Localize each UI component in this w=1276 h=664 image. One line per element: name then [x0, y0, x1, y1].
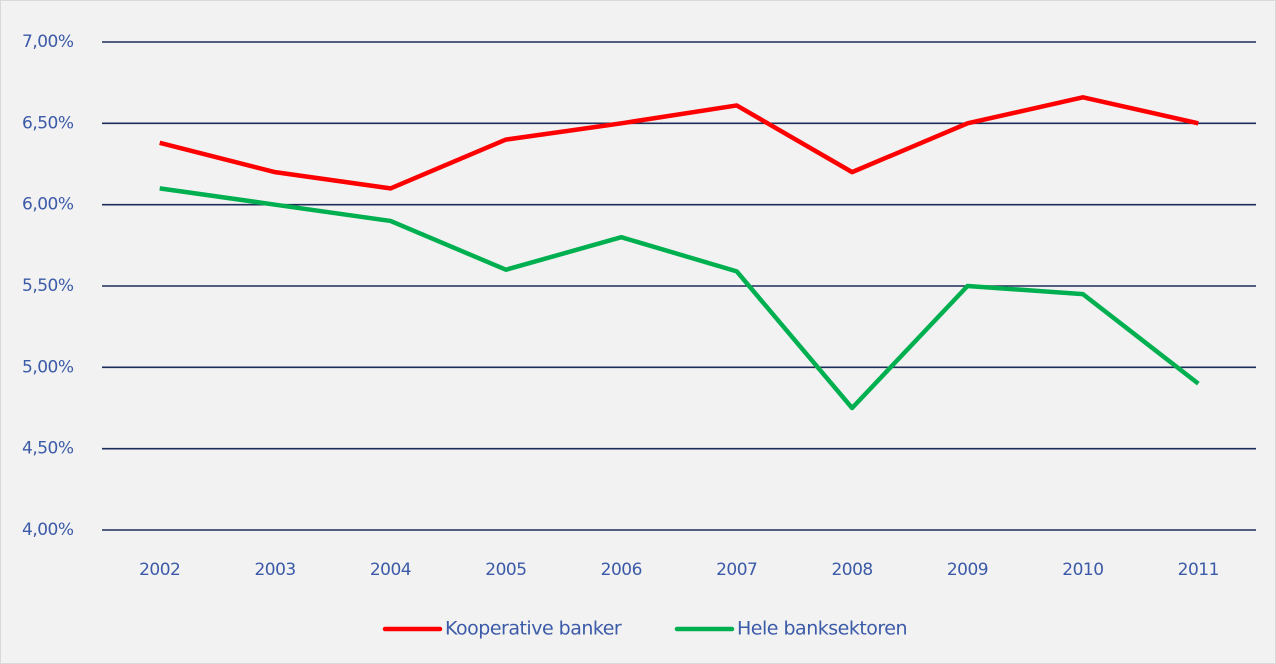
- x-tick-label: 2008: [831, 560, 872, 580]
- y-tick-label: 4,50%: [22, 439, 74, 459]
- series-line: [159, 95, 1199, 191]
- y-tick-label: 4,00%: [22, 520, 74, 540]
- x-tick-label: 2002: [139, 560, 180, 580]
- y-tick-label: 5,50%: [22, 276, 74, 296]
- y-tick-label: 5,00%: [22, 357, 74, 377]
- y-tick-label: 6,00%: [22, 195, 74, 215]
- x-tick-label: 2009: [947, 560, 988, 580]
- x-tick-label: 2003: [254, 560, 295, 580]
- x-tick-label: 2007: [716, 560, 757, 580]
- x-tick-label: 2006: [601, 560, 642, 580]
- x-tick-label: 2011: [1178, 560, 1219, 580]
- x-tick-label: 2004: [370, 560, 411, 580]
- x-tick-label: 2005: [485, 560, 526, 580]
- legend-label: Kooperative banker: [445, 618, 622, 640]
- legend-label: Hele banksektoren: [737, 618, 907, 640]
- y-tick-label: 7,00%: [22, 32, 74, 52]
- y-tick-label: 6,50%: [22, 113, 74, 133]
- series-line: [159, 186, 1200, 411]
- x-tick-label: 2010: [1062, 560, 1103, 580]
